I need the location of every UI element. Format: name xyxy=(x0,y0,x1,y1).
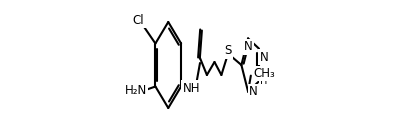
Text: N: N xyxy=(260,51,268,63)
Text: CH₃: CH₃ xyxy=(254,67,275,80)
Text: S: S xyxy=(225,44,232,58)
Text: N: N xyxy=(249,85,258,98)
Text: Cl: Cl xyxy=(133,14,144,26)
Text: H₂N: H₂N xyxy=(125,83,147,96)
Text: H: H xyxy=(260,76,267,87)
Text: NH: NH xyxy=(183,82,200,95)
Text: N: N xyxy=(244,40,252,53)
